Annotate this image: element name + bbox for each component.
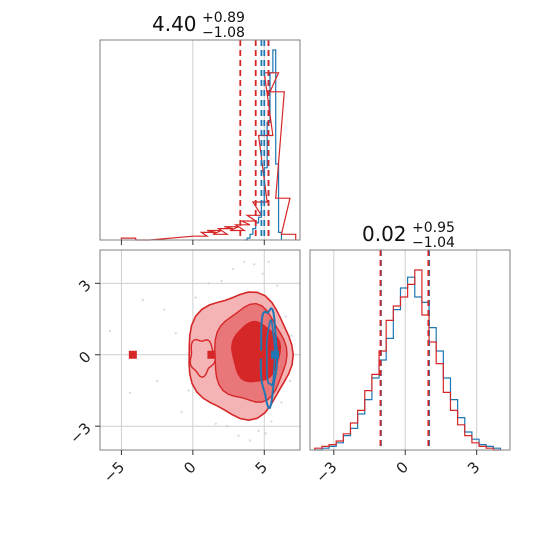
x-tick-label: 0 — [393, 458, 412, 477]
y-tick-label: 0 — [75, 348, 94, 367]
blue-square-marker — [271, 350, 279, 359]
scatter-point — [253, 263, 256, 266]
red-square-marker — [128, 350, 137, 359]
red-histogram — [120, 72, 297, 241]
scatter-point — [257, 429, 260, 433]
marginal-x-title-upper: +0.89 — [202, 10, 245, 26]
joint-panel: −5 0 5 −3 0 3 — [66, 249, 301, 486]
marginal-x-title-lower: −1.08 — [202, 25, 245, 41]
scatter-point — [248, 439, 252, 442]
marginal-y-panel: −3 0 3 0.02 +0.95 −1.04 — [309, 220, 511, 486]
scatter-point — [174, 332, 177, 335]
scatter-point — [290, 334, 293, 337]
marginal-y-title: 0.02 — [362, 222, 407, 246]
scatter-point — [275, 284, 279, 287]
red-square-marker — [207, 350, 216, 359]
blue-contour-inner — [265, 318, 276, 387]
marginal-y-title-upper: +0.95 — [412, 220, 455, 236]
scatter-point — [280, 401, 283, 404]
red-square-marker — [258, 350, 267, 359]
scatter-point — [267, 260, 270, 264]
scatter-point — [288, 379, 292, 383]
y-tick-label: 3 — [75, 276, 94, 295]
scatter-point — [237, 434, 240, 437]
scatter-point — [155, 379, 159, 383]
scatter-point — [220, 279, 223, 283]
joint-frame — [99, 249, 301, 451]
red-histogram — [314, 269, 501, 451]
scatter-point — [261, 272, 265, 276]
x-tick-label: 3 — [464, 458, 483, 477]
marginal-y-frame — [309, 249, 511, 451]
scatter-point — [128, 391, 132, 395]
scatter-point — [243, 260, 246, 264]
scatter-point — [108, 329, 112, 333]
marginal-y-title-lower: −1.04 — [412, 235, 455, 251]
y-tick-label: −3 — [66, 419, 94, 447]
x-tick-label: −5 — [100, 458, 128, 486]
scatter-point — [141, 298, 145, 302]
scatter-point — [194, 296, 197, 299]
x-tick-label: 5 — [252, 458, 271, 477]
marginal-x-title: 4.40 — [152, 12, 197, 36]
red-contour-lobe — [189, 338, 216, 378]
scatter-point — [207, 282, 210, 285]
marginal-x-panel: 4.40 +0.89 −1.08 — [99, 10, 301, 245]
scatter-point — [225, 424, 229, 428]
scatter-point — [163, 308, 166, 311]
scatter-point — [180, 410, 183, 414]
x-tick-label: 0 — [180, 458, 199, 477]
scatter-point — [214, 422, 217, 426]
blue-histogram — [314, 276, 502, 451]
x-tick-label: −3 — [312, 458, 340, 486]
marginal-x-frame — [99, 39, 301, 241]
scatter-point — [231, 267, 235, 271]
scatter-point — [187, 389, 190, 392]
scatter-point — [264, 432, 267, 435]
scatter-point — [284, 315, 287, 318]
scatter-point — [270, 420, 273, 423]
